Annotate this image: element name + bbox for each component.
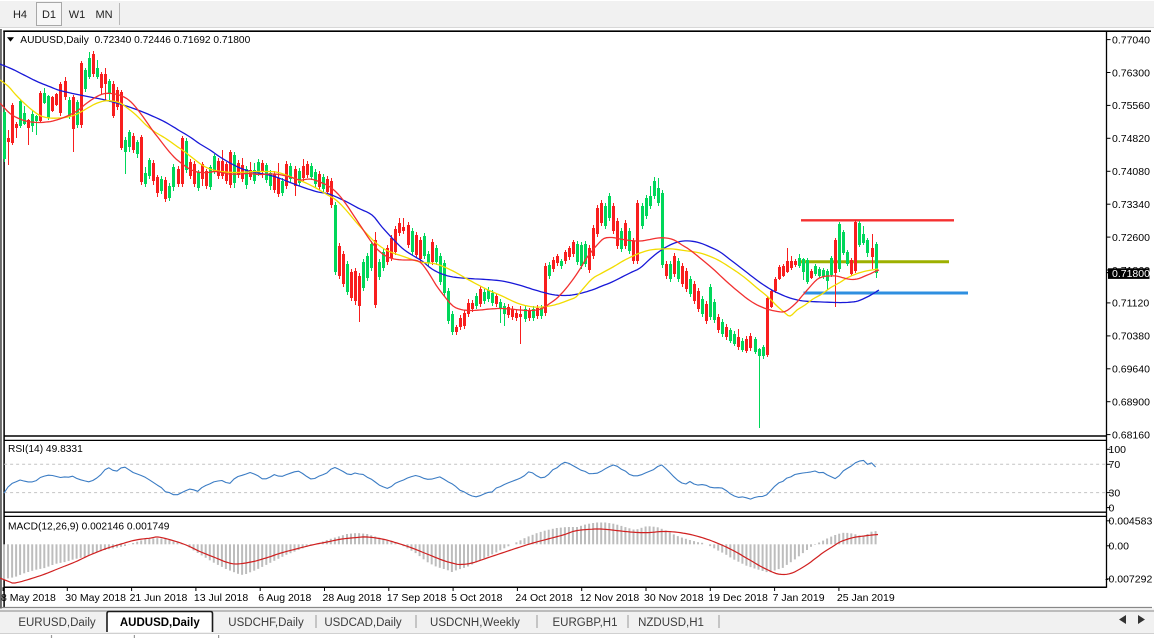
- svg-text:RSI(14) 49.8331: RSI(14) 49.8331: [8, 444, 83, 455]
- svg-text:EURGBP,H1: EURGBP,H1: [553, 617, 618, 629]
- svg-text:H4: H4: [13, 9, 27, 21]
- svg-text:0.73340: 0.73340: [1112, 199, 1150, 211]
- svg-text:0.74820: 0.74820: [1112, 133, 1150, 145]
- svg-text:W1: W1: [69, 9, 86, 21]
- svg-text:0.004583: 0.004583: [1109, 516, 1153, 528]
- svg-text:EURUSD,Daily: EURUSD,Daily: [18, 617, 96, 629]
- svg-text:30 May 2018: 30 May 2018: [65, 592, 126, 604]
- svg-text:0.70380: 0.70380: [1112, 331, 1150, 343]
- svg-text:100: 100: [1109, 444, 1127, 456]
- svg-text:12 Nov 2018: 12 Nov 2018: [580, 592, 640, 604]
- svg-text:USDCHF,Daily: USDCHF,Daily: [228, 617, 304, 629]
- svg-text:0.69640: 0.69640: [1112, 364, 1150, 376]
- svg-text:D1: D1: [42, 9, 56, 21]
- svg-text:USDCAD,Daily: USDCAD,Daily: [324, 617, 402, 629]
- svg-text:6 Aug 2018: 6 Aug 2018: [258, 592, 311, 604]
- svg-text:-0.007292: -0.007292: [1105, 574, 1152, 586]
- svg-text:0.71800: 0.71800: [1112, 268, 1150, 280]
- svg-text:30 Nov 2018: 30 Nov 2018: [644, 592, 704, 604]
- svg-text:AUDUSD,Daily 0.72340 0.72446: AUDUSD,Daily 0.72340 0.72446 0.71692 0.7…: [20, 35, 250, 46]
- svg-text:0.77040: 0.77040: [1112, 34, 1150, 46]
- svg-text:7 Jan 2019: 7 Jan 2019: [773, 592, 825, 604]
- svg-text:MN: MN: [95, 9, 112, 21]
- svg-text:0.76300: 0.76300: [1112, 67, 1150, 79]
- svg-text:13 Jul 2018: 13 Jul 2018: [194, 592, 248, 604]
- svg-text:24 Oct 2018: 24 Oct 2018: [515, 592, 572, 604]
- svg-text:AUDUSD,Daily: AUDUSD,Daily: [120, 617, 200, 629]
- svg-text:0.68160: 0.68160: [1112, 429, 1150, 441]
- svg-text:0: 0: [1109, 502, 1115, 514]
- svg-text:21 Jun 2018: 21 Jun 2018: [130, 592, 188, 604]
- svg-text:5 Oct 2018: 5 Oct 2018: [451, 592, 503, 604]
- svg-text:0.68900: 0.68900: [1112, 397, 1150, 409]
- svg-text:MACD(12,26,9) 0.002146 0.00174: MACD(12,26,9) 0.002146 0.001749: [8, 522, 170, 533]
- svg-text:0.75560: 0.75560: [1112, 100, 1150, 112]
- svg-text:19 Dec 2018: 19 Dec 2018: [708, 592, 768, 604]
- svg-text:17 Sep 2018: 17 Sep 2018: [387, 592, 447, 604]
- svg-text:25 Jan 2019: 25 Jan 2019: [837, 592, 895, 604]
- svg-text:NZDUSD,H1: NZDUSD,H1: [638, 617, 704, 629]
- svg-text:0.71120: 0.71120: [1112, 298, 1149, 310]
- svg-text:0.74080: 0.74080: [1112, 166, 1150, 178]
- svg-text:70: 70: [1109, 459, 1121, 471]
- svg-text:8 May 2018: 8 May 2018: [1, 592, 56, 604]
- svg-text:0.00: 0.00: [1109, 541, 1130, 553]
- svg-text:USDCNH,Weekly: USDCNH,Weekly: [430, 617, 520, 629]
- svg-text:28 Aug 2018: 28 Aug 2018: [323, 592, 382, 604]
- svg-text:0.72600: 0.72600: [1112, 232, 1150, 244]
- svg-text:30: 30: [1109, 487, 1121, 499]
